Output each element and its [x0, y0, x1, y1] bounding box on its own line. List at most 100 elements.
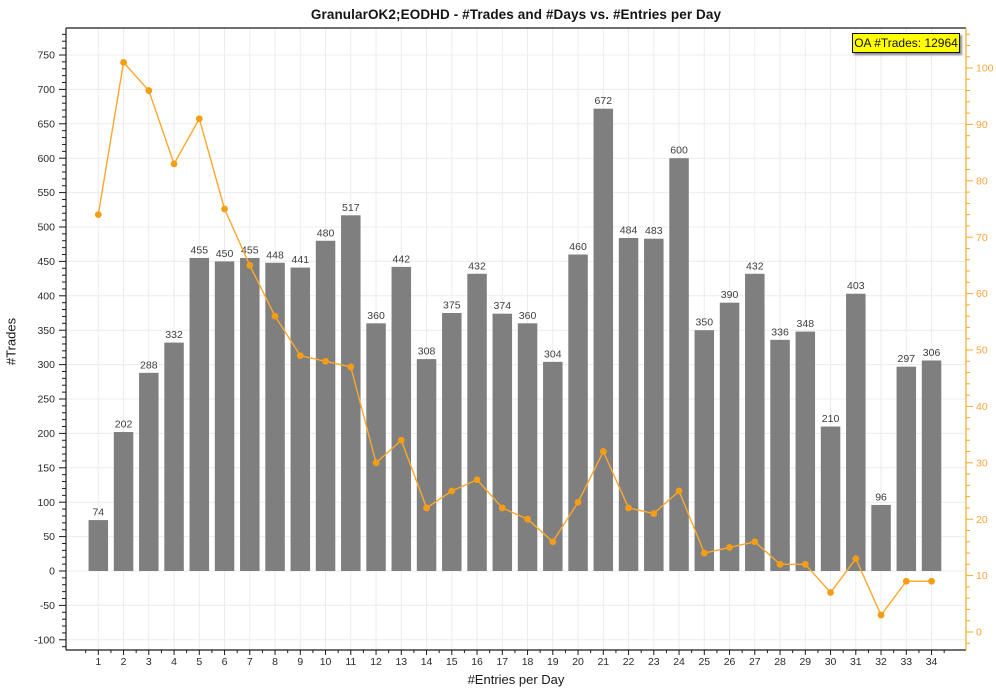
x-tick-label: 16: [471, 656, 483, 668]
bar-value-label: 350: [696, 317, 714, 329]
x-tick-label: 33: [900, 656, 912, 668]
x-tick-label: 19: [547, 656, 559, 668]
y-left-tick-label: 750: [37, 50, 55, 62]
bar: [113, 432, 134, 571]
y-right-tick-label: 70: [976, 232, 988, 244]
days-marker: [296, 352, 304, 360]
bar-value-label: 480: [317, 227, 335, 239]
days-marker: [700, 549, 708, 557]
bar-value-label: 390: [721, 289, 739, 301]
days-marker: [574, 498, 582, 506]
y-right-tick-label: 60: [976, 288, 988, 300]
bar: [871, 504, 891, 571]
bar-value-label: 202: [115, 419, 133, 431]
x-tick-label: 28: [774, 656, 786, 668]
bar-value-label: 306: [923, 347, 941, 359]
x-axis-title: #Entries per Day: [467, 672, 565, 687]
bar: [896, 366, 917, 571]
days-marker: [448, 487, 456, 495]
bar: [921, 360, 942, 571]
days-marker: [423, 504, 430, 512]
x-tick-label: 22: [623, 656, 635, 668]
x-tick-label: 15: [446, 656, 458, 668]
x-tick-label: 2: [121, 656, 127, 668]
x-tick-label: 1: [95, 656, 101, 668]
x-tick-label: 23: [648, 656, 660, 668]
bar: [669, 158, 689, 571]
bar-value-label: 483: [645, 225, 663, 237]
days-marker: [397, 436, 405, 444]
bar: [644, 238, 664, 572]
x-tick-label: 26: [724, 656, 736, 668]
bar-value-label: 360: [367, 310, 385, 322]
bar-value-label: 360: [519, 310, 537, 322]
bar-value-label: 441: [292, 254, 310, 266]
days-marker: [322, 357, 329, 365]
bar-value-label: 403: [847, 280, 865, 292]
y-left-tick-label: 250: [37, 394, 55, 406]
days-marker: [801, 560, 809, 568]
y-left-tick-label: 100: [37, 497, 55, 509]
x-tick-label: 27: [749, 656, 761, 668]
x-tick-label: 11: [345, 656, 356, 668]
bar: [593, 108, 614, 571]
x-tick-label: 10: [320, 656, 332, 668]
days-marker: [827, 589, 834, 596]
days-marker: [902, 577, 910, 585]
y-left-tick-label: 600: [37, 153, 55, 165]
x-tick-label: 30: [825, 656, 837, 668]
x-tick-label: 4: [171, 656, 177, 668]
y-left-tick-label: 650: [37, 118, 55, 130]
bar: [315, 240, 336, 571]
x-tick-label: 21: [597, 656, 609, 668]
bar-value-label: 210: [822, 413, 840, 425]
days-marker: [928, 577, 935, 585]
bar-value-label: 455: [191, 244, 209, 256]
bar: [240, 257, 260, 571]
days-line: [97, 61, 932, 616]
bar-value-label: 455: [241, 244, 259, 256]
days-marker: [271, 312, 279, 320]
y-left-tick-label: -100: [34, 634, 55, 646]
bar: [391, 266, 412, 571]
y-left-tick-label: 200: [37, 428, 55, 440]
bar: [341, 215, 361, 571]
bar-value-label: 96: [875, 491, 887, 503]
x-tick-label: 3: [146, 656, 152, 668]
y-right-tick-label: 10: [976, 570, 988, 582]
x-tick-label: 9: [297, 656, 303, 668]
bar-value-label: 336: [771, 326, 789, 338]
y-right-tick-label: 40: [976, 401, 988, 413]
bar: [517, 323, 538, 571]
bar: [770, 339, 790, 571]
bar: [467, 273, 487, 571]
days-marker: [498, 504, 506, 512]
days-marker: [120, 58, 127, 66]
days-marker: [94, 211, 102, 219]
x-tick-label: 31: [850, 656, 862, 668]
bar: [189, 257, 210, 571]
y-left-tick-label: 700: [37, 84, 55, 96]
bar-value-label: 308: [418, 346, 436, 358]
y-left-tick-label: -50: [40, 600, 55, 612]
bar-value-label: 304: [544, 348, 562, 360]
bar-value-label: 448: [266, 249, 284, 261]
bar: [366, 323, 386, 571]
y-left-tick-label: 150: [37, 462, 55, 474]
bar-value-label: 517: [342, 202, 360, 214]
y-left-tick-label: 550: [37, 187, 55, 199]
y-left-tick-label: 350: [37, 325, 55, 337]
days-marker: [549, 538, 557, 546]
x-tick-label: 34: [926, 656, 938, 668]
y-left-tick-label: 400: [37, 290, 55, 302]
y-right-tick-label: 0: [976, 627, 982, 639]
y-right-tick-label: 20: [976, 514, 988, 526]
bar: [416, 359, 437, 571]
bar: [492, 313, 513, 571]
bar-value-label: 374: [494, 300, 512, 312]
y-right-tick-label: 100: [976, 63, 994, 75]
chart-title: GranularOK2;EODHD - #Trades and #Days vs…: [310, 7, 722, 22]
days-marker: [599, 448, 607, 455]
x-tick-label: 5: [196, 656, 202, 668]
x-tick-label: 29: [799, 656, 811, 668]
